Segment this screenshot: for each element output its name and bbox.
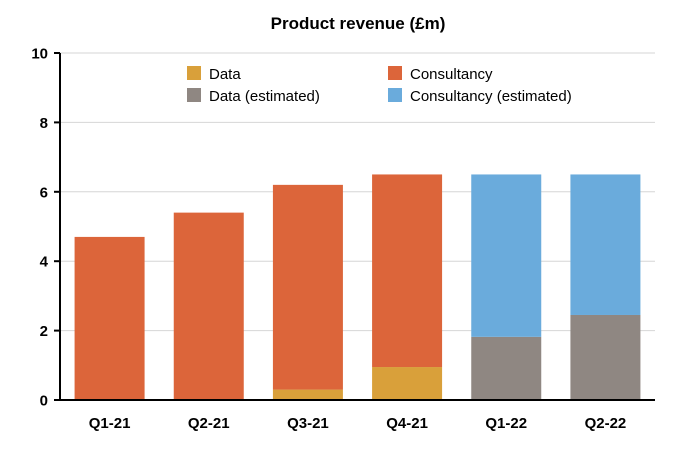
legend-swatch bbox=[187, 88, 201, 102]
x-tick-label: Q1-21 bbox=[89, 415, 131, 432]
x-tick-label: Q4-21 bbox=[386, 415, 428, 432]
y-tick-label: 2 bbox=[40, 323, 48, 340]
bar-segment bbox=[471, 174, 542, 337]
y-tick-label: 4 bbox=[40, 254, 49, 271]
axes: 0 2 4 6 8 10 Q1-21 Q2-21 Q3-21 Q4-21 Q1-22 Q2-22 bbox=[31, 46, 655, 432]
legend-label: Data (estimated) bbox=[209, 88, 320, 105]
y-tick-label: 8 bbox=[40, 115, 48, 132]
bar-segment bbox=[272, 184, 343, 390]
bars bbox=[74, 174, 641, 400]
legend-swatch bbox=[388, 88, 402, 102]
bar-segment bbox=[372, 174, 443, 368]
y-tick-label: 6 bbox=[40, 184, 48, 201]
bar-segment bbox=[74, 236, 145, 400]
y-tick-label: 0 bbox=[40, 393, 48, 410]
legend: Data Consultancy Data (estimated) Consultan… bbox=[187, 66, 572, 105]
legend-label: Consultancy bbox=[410, 66, 493, 83]
bar-segment bbox=[372, 367, 443, 400]
x-tick-label: Q1-22 bbox=[485, 415, 527, 432]
bar-segment bbox=[173, 212, 244, 400]
chart-title: Product revenue (£m) bbox=[271, 14, 446, 33]
x-tick-label: Q3-21 bbox=[287, 415, 329, 432]
x-tick-label: Q2-21 bbox=[188, 415, 230, 432]
bar-segment bbox=[570, 314, 641, 400]
bar-segment bbox=[471, 336, 542, 400]
legend-label: Data bbox=[209, 66, 241, 83]
legend-label: Consultancy (estimated) bbox=[410, 88, 572, 105]
gridlines bbox=[60, 52, 655, 332]
legend-swatch bbox=[388, 66, 402, 80]
x-tick-label: Q2-22 bbox=[585, 415, 627, 432]
legend-swatch bbox=[187, 66, 201, 80]
y-tick-label: 10 bbox=[31, 46, 48, 63]
bar-segment bbox=[272, 389, 343, 400]
bar-segment bbox=[570, 174, 641, 315]
